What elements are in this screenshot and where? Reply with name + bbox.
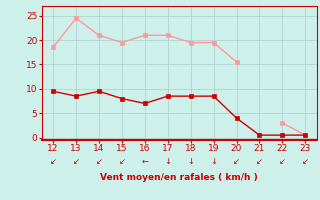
Text: ↓: ↓ [187,157,194,166]
Text: ↙: ↙ [256,157,263,166]
Text: ←: ← [141,157,148,166]
Text: ↙: ↙ [302,157,309,166]
Text: ↙: ↙ [95,157,102,166]
Text: ↙: ↙ [73,157,79,166]
Text: ↙: ↙ [50,157,57,166]
Text: ↙: ↙ [118,157,125,166]
Text: ↓: ↓ [210,157,217,166]
Text: ↙: ↙ [279,157,286,166]
Text: ↙: ↙ [233,157,240,166]
X-axis label: Vent moyen/en rafales ( km/h ): Vent moyen/en rafales ( km/h ) [100,173,258,182]
Text: ↓: ↓ [164,157,171,166]
